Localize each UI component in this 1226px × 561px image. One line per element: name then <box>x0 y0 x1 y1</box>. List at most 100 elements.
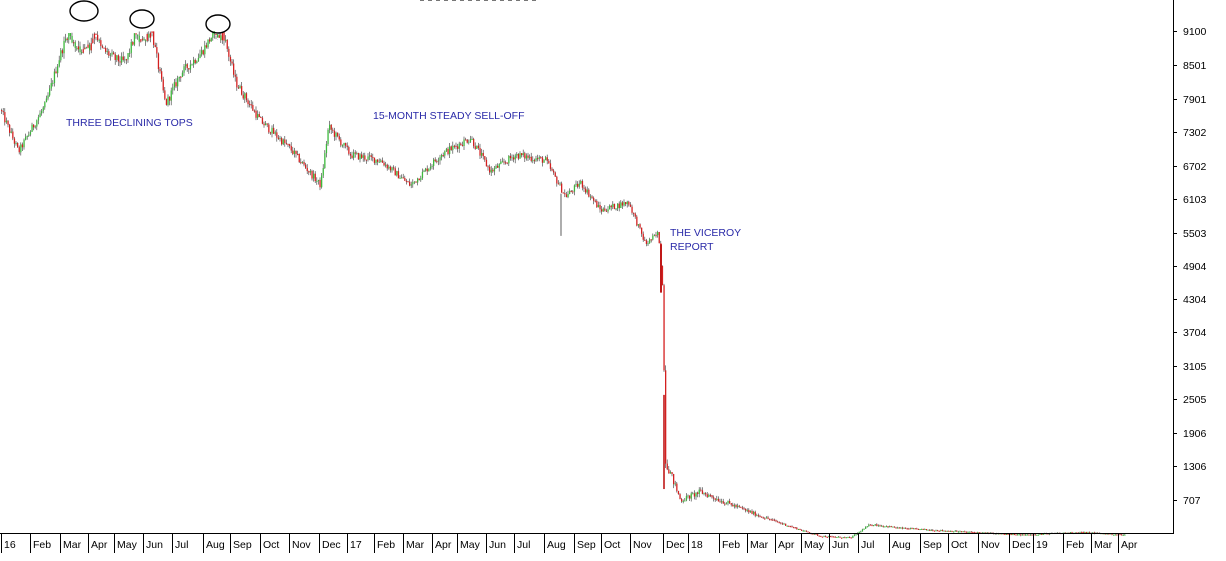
candle-body <box>20 144 22 153</box>
candle-body <box>679 494 681 499</box>
candle-body <box>951 530 953 532</box>
candle-body <box>1010 534 1012 536</box>
candle-body <box>514 155 516 160</box>
candle-body <box>871 525 873 527</box>
candle-body <box>705 493 707 495</box>
candle-body <box>370 155 372 157</box>
candle-body <box>548 160 550 164</box>
candle-body <box>775 520 777 522</box>
candle-body <box>573 185 576 192</box>
candle-body <box>175 82 177 87</box>
candle-body <box>529 156 531 158</box>
candle-body <box>332 129 334 131</box>
candle-body <box>503 161 505 163</box>
candle-body <box>543 160 545 163</box>
candle-body <box>44 102 46 108</box>
candle-body <box>212 31 214 38</box>
candle-body <box>941 529 944 531</box>
candle-body <box>609 205 611 210</box>
candle-body <box>538 157 540 159</box>
x-tick-label: Sep <box>577 539 596 551</box>
candle-body <box>837 536 840 538</box>
candle-body <box>25 136 27 140</box>
candle-body <box>956 530 958 532</box>
candle-body <box>1082 532 1084 534</box>
candle-body <box>61 50 64 54</box>
candle-body <box>241 86 243 95</box>
x-tick-label: Nov <box>292 539 311 551</box>
candle-body <box>181 72 184 77</box>
candle-body <box>252 104 254 111</box>
candle-body <box>735 504 737 507</box>
candle-body <box>613 203 616 209</box>
top-circle-2 <box>129 9 155 29</box>
candle-body <box>588 189 590 197</box>
candle-body <box>666 463 668 470</box>
x-tick-label: Apr <box>778 539 795 551</box>
candle-body <box>743 508 745 510</box>
candle-body <box>633 212 635 214</box>
candle-body <box>1079 531 1081 533</box>
candle-body <box>127 53 129 60</box>
candle-body <box>575 183 577 186</box>
candle-body <box>258 114 260 118</box>
candle-body <box>460 143 462 145</box>
candle-body <box>337 132 339 137</box>
candle-body <box>817 534 819 536</box>
candle-body <box>173 82 176 88</box>
candle-body <box>191 64 193 66</box>
candle-body <box>764 518 766 520</box>
top-markers <box>69 0 231 34</box>
candle-body <box>644 239 646 241</box>
candle-body <box>231 61 233 64</box>
candle-body <box>740 506 742 508</box>
candle-body <box>417 178 419 183</box>
candle-body <box>876 524 878 526</box>
candle-body <box>762 517 764 519</box>
candle-body <box>601 209 603 212</box>
candle-body <box>172 87 174 91</box>
candle-body <box>802 530 804 532</box>
candle-body <box>105 48 107 52</box>
candle-body <box>977 532 979 534</box>
candle-body <box>375 159 377 163</box>
candle-body <box>844 537 846 539</box>
candle-body <box>714 498 716 500</box>
candle-body <box>4 112 6 123</box>
y-tick-label: 3105 <box>1183 361 1207 373</box>
candle-body <box>772 519 774 521</box>
candle-body <box>461 144 464 147</box>
candle-body <box>361 154 363 158</box>
candle-body <box>111 52 113 55</box>
candle-body <box>362 155 364 158</box>
candle-body <box>1042 533 1044 535</box>
candle-body <box>28 134 30 136</box>
candle-body <box>513 157 515 160</box>
candle-body <box>868 524 870 527</box>
candle-body <box>841 537 843 539</box>
candle-body <box>895 527 897 529</box>
candle-body <box>690 493 692 499</box>
candle-body <box>1007 533 1009 535</box>
candle-body <box>265 123 267 126</box>
y-tick-label: 2505 <box>1183 394 1207 406</box>
candle-body <box>217 34 219 38</box>
x-tick-label: Sep <box>923 539 942 551</box>
candle-body <box>719 501 721 503</box>
candle-body <box>301 162 304 164</box>
candle-body <box>517 154 520 159</box>
candle-body <box>617 203 619 209</box>
candle-body <box>279 138 281 140</box>
candle-body <box>357 153 360 160</box>
x-tick-label: May <box>460 539 481 551</box>
x-tick-label: 17 <box>350 539 362 551</box>
candle-body <box>751 511 753 514</box>
candle-body <box>799 528 801 530</box>
candle-body <box>1069 532 1072 534</box>
candle-body <box>476 145 478 149</box>
candle-body <box>199 54 201 58</box>
candle-body <box>349 153 352 156</box>
candle-body <box>812 533 814 535</box>
candle-body <box>725 503 728 505</box>
